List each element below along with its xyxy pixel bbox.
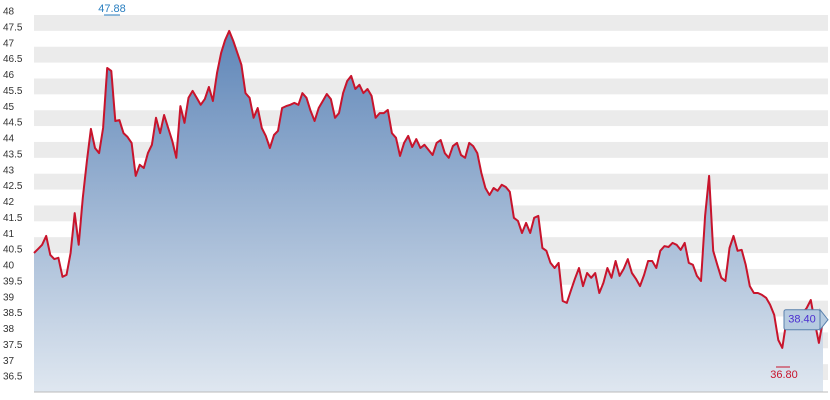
max-label: 47.88	[98, 3, 126, 15]
grid-band	[34, 78, 828, 95]
y-tick-label: 47	[3, 38, 15, 49]
y-tick-label: 40.5	[3, 245, 23, 256]
area	[34, 30, 823, 393]
y-tick-label: 44	[3, 134, 15, 145]
y-tick-label: 42	[3, 197, 15, 208]
y-tick-label: 42.5	[3, 181, 23, 192]
y-tick-label: 48	[3, 7, 15, 18]
y-tick-label: 37.5	[3, 340, 23, 351]
grid-band	[34, 15, 828, 31]
price-line	[33, 29, 824, 349]
last-price-label: 38.40	[788, 314, 816, 326]
y-tick-label: 43.5	[3, 149, 23, 160]
y-tick-label: 38.5	[3, 308, 23, 319]
min-label: 36.80	[770, 369, 798, 381]
y-tick-label: 46.5	[3, 54, 23, 65]
y-tick-label: 43	[3, 165, 15, 176]
y-tick-label: 44.5	[3, 118, 23, 129]
y-tick-label: 39.5	[3, 276, 23, 287]
grid-band	[34, 110, 828, 127]
y-tick-label: 37	[3, 356, 15, 367]
y-tick-label: 36.5	[3, 372, 23, 383]
y-tick-label: 46	[3, 70, 15, 81]
y-tick-label: 45.5	[3, 86, 23, 97]
y-tick-label: 41.5	[3, 213, 23, 224]
last-price-arrow	[819, 308, 829, 332]
y-tick-label: 39	[3, 292, 15, 303]
y-tick-label: 41	[3, 229, 15, 240]
y-tick-label: 47.5	[3, 23, 23, 34]
grid-band	[34, 46, 828, 63]
y-tick-label: 45	[3, 102, 15, 113]
y-tick-label: 40	[3, 261, 15, 272]
y-tick-label: 38	[3, 324, 15, 335]
